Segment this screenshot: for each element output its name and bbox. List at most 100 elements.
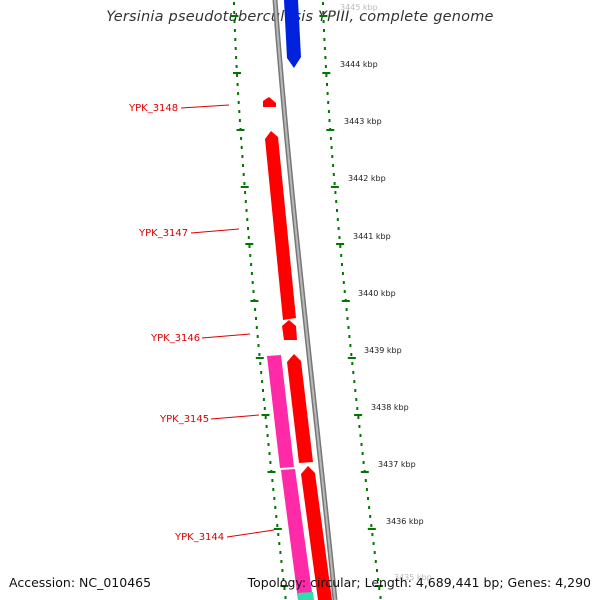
- outer-track-dot: [348, 335, 351, 338]
- inner-track-dot: [279, 551, 282, 554]
- inner-track-dot: [247, 227, 249, 230]
- inner-track-dot: [284, 596, 287, 599]
- inner-track-dot: [241, 155, 244, 158]
- inner-track-dot: [266, 434, 269, 437]
- outer-track-dot: [323, 38, 326, 41]
- outer-track-dot: [337, 227, 340, 230]
- outer-track-tick: [322, 72, 331, 74]
- outer-track-dot: [376, 569, 378, 572]
- outer-track-dot: [359, 434, 362, 437]
- outer-track-dot: [326, 92, 329, 95]
- inner-track-dot: [240, 146, 243, 149]
- cds-ypk-3145-feature[interactable]: [267, 355, 294, 468]
- inner-track-dot: [249, 254, 252, 257]
- outer-track-dot: [356, 407, 359, 410]
- outer-track-dot: [346, 317, 349, 320]
- outer-track-tick: [347, 357, 356, 359]
- gene-label-ypk-3148[interactable]: YPK_3148: [128, 103, 178, 114]
- inner-track-dot: [256, 335, 259, 338]
- inner-track-tick: [250, 300, 259, 302]
- inner-track-dot: [265, 425, 268, 428]
- outer-track-dot: [332, 164, 335, 167]
- teal-feature[interactable]: [297, 592, 314, 600]
- gene-label-ypk-3145[interactable]: YPK_3145: [159, 414, 209, 425]
- inner-track-tick: [267, 471, 276, 473]
- inner-track-dot: [276, 524, 279, 527]
- outer-track-dot: [354, 389, 357, 392]
- inner-track-dot: [244, 200, 247, 203]
- inner-track-dot: [243, 182, 246, 185]
- outer-track-dot: [353, 380, 356, 383]
- inner-track-dot: [261, 380, 264, 383]
- gene-label-ypk-3144[interactable]: YPK_3144: [174, 532, 224, 543]
- inner-track-dot: [272, 488, 275, 491]
- inner-track-dot: [269, 461, 272, 464]
- outer-track-dot: [327, 101, 330, 104]
- gene-ypk-3148-feature[interactable]: [263, 97, 276, 107]
- inner-track-dot: [268, 452, 271, 455]
- scale-label-3436: 3436 kbp: [386, 517, 424, 526]
- leader-line-3144: [226, 529, 275, 538]
- outer-track-dot: [361, 452, 364, 455]
- inner-track-dot: [258, 353, 261, 356]
- outer-track-dot: [343, 290, 346, 293]
- gene-ypk-3145-red-feature[interactable]: [287, 354, 313, 463]
- outer-track-dot: [378, 587, 381, 590]
- outer-track-dot: [326, 83, 328, 86]
- outer-track-dot: [342, 281, 345, 284]
- inner-track-tick: [245, 243, 254, 245]
- inner-track-tick: [261, 414, 270, 416]
- inner-track-dot: [281, 569, 284, 572]
- outer-track-tick: [360, 471, 369, 473]
- gene-label-ypk-3146[interactable]: YPK_3146: [150, 333, 200, 344]
- inner-track-dot: [259, 362, 262, 365]
- outer-track-tick: [326, 129, 335, 131]
- inner-track-dot: [277, 533, 280, 536]
- gene-ypk-3144-red-feature[interactable]: [301, 466, 332, 600]
- outer-track-dot: [347, 326, 350, 329]
- gene-ypk-3147-feature[interactable]: [265, 131, 296, 320]
- inner-track-dot: [278, 542, 281, 545]
- outer-track-dot: [325, 74, 328, 77]
- outer-track-dot: [352, 371, 355, 374]
- inner-track-dot: [238, 110, 241, 113]
- inner-track-dot: [280, 560, 283, 563]
- outer-track-dot: [341, 263, 343, 266]
- outer-track-dot: [357, 416, 360, 419]
- outer-track-dot: [338, 236, 341, 239]
- inner-track-dot: [260, 371, 263, 374]
- outer-track-dot: [377, 578, 380, 581]
- outer-track-dot: [369, 515, 372, 518]
- accession-text: Accession: NC_010465: [9, 575, 152, 590]
- outer-track-tick: [354, 414, 363, 416]
- gene-label-ypk-3147[interactable]: YPK_3147: [138, 228, 188, 239]
- cds-ypk-3144-feature[interactable]: [281, 469, 313, 600]
- outer-track-dot: [372, 542, 375, 545]
- outer-track-dot: [341, 272, 344, 275]
- outer-track-dot: [373, 551, 376, 554]
- inner-track-dot: [238, 119, 241, 122]
- inner-track-dot: [245, 209, 248, 212]
- leader-line-3146: [201, 333, 251, 339]
- inner-track-dot: [282, 578, 285, 581]
- inner-track-dot: [255, 317, 257, 320]
- inner-track-dot: [271, 479, 274, 482]
- outer-track-dot: [339, 245, 342, 248]
- inner-track-dot: [242, 164, 244, 167]
- gene-ypk-3146-feature[interactable]: [282, 320, 297, 340]
- inner-track-dot: [233, 20, 236, 23]
- inner-track-dot: [233, 2, 235, 5]
- topology-summary-text: Topology: circular; Length: 4,689,441 bp…: [247, 575, 591, 590]
- scale-label-3444: 3444 kbp: [340, 60, 378, 69]
- leader-line-3148: [180, 104, 230, 109]
- outer-track-dot: [322, 2, 324, 5]
- reverse-gene-feature[interactable]: [284, 0, 301, 68]
- inner-track-dot: [233, 11, 236, 14]
- outer-track-dot: [324, 65, 327, 68]
- outer-track-dot: [336, 218, 339, 221]
- outer-track-dot: [324, 56, 327, 59]
- inner-dotted-track: [230, 2, 289, 599]
- scale-label-3442: 3442 kbp: [348, 174, 386, 183]
- outer-track-dot: [364, 479, 367, 482]
